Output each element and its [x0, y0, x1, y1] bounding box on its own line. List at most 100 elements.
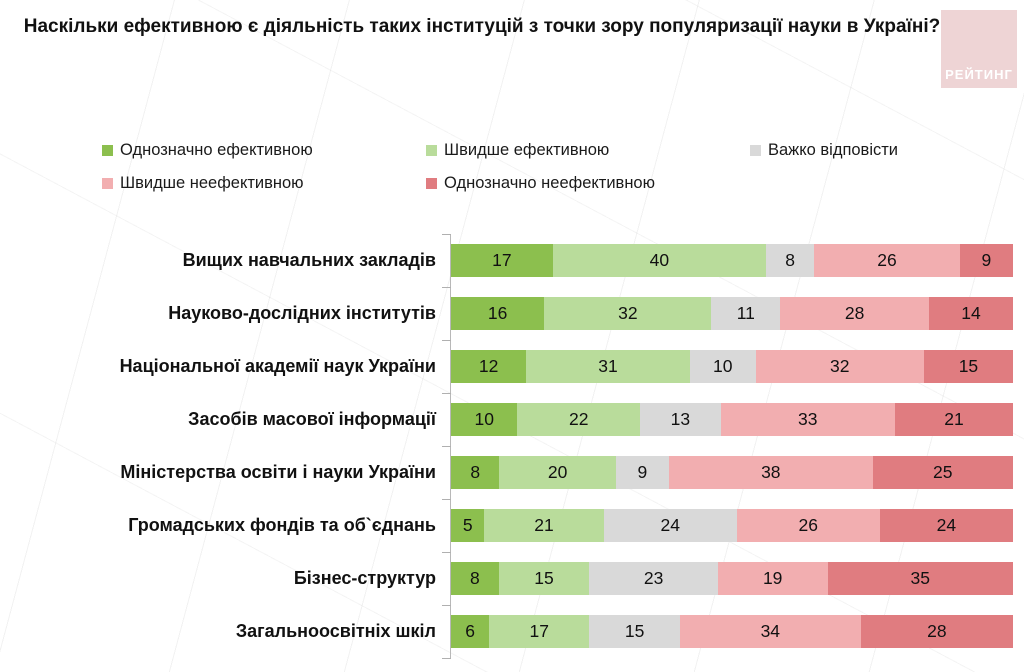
chart-row: Національної академії наук України 12 31 10… — [0, 340, 1014, 393]
chart-row: Громадських фондів та об`єднань 5 21 24 26 24 — [0, 499, 1014, 552]
chart-row: Загальноосвітніх шкіл 6 17 15 34 28 — [0, 605, 1013, 658]
chart-row: Засобів масової інформації 10 22 13 33 21 — [0, 393, 1013, 446]
stacked-bar: 16 32 11 28 14 — [451, 297, 1013, 330]
bar-segment: 11 — [711, 297, 781, 330]
segment-value: 10 — [712, 356, 733, 376]
bar-segment: 15 — [498, 562, 590, 595]
legend-item: Однозначно неефективною — [426, 174, 750, 193]
bar-segment: 25 — [872, 456, 1014, 489]
category-label: Бізнес-структур — [293, 568, 436, 588]
chart-row: Науково-дослідних інститутів 16 32 11 28 14 — [0, 287, 1013, 340]
legend-item: Швидше неефективною — [102, 174, 426, 193]
bar-segment: 23 — [589, 562, 718, 595]
segment-value: 17 — [529, 621, 549, 641]
category-label: Науково-дослідних інститутів — [168, 303, 436, 323]
axis-tick — [442, 339, 451, 341]
bar-segment: 22 — [517, 403, 641, 436]
category-label: Загальноосвітніх шкіл — [235, 621, 436, 641]
bar-segment: 34 — [679, 615, 861, 648]
bar-segment: 28 — [860, 615, 1013, 648]
legend-swatch — [426, 178, 437, 189]
stacked-bar: 12 31 10 32 15 — [451, 350, 1014, 383]
segment-value: 31 — [598, 356, 618, 376]
segment-value: 11 — [736, 303, 755, 323]
legend-label: Однозначно неефективною — [444, 174, 655, 192]
category-label: Вищих навчальних закладів — [182, 250, 436, 270]
bar-segment: 19 — [717, 562, 828, 595]
bar-segment: 8 — [765, 244, 815, 277]
axis-tick — [442, 657, 451, 659]
bar-segment: 12 — [451, 350, 527, 383]
bar-segment: 26 — [814, 244, 960, 277]
segment-value: 23 — [643, 568, 664, 588]
segment-value: 8 — [469, 568, 480, 588]
legend-label: Швидше неефективною — [120, 174, 304, 192]
axis-tick — [442, 233, 451, 235]
rating-logo: РЕЙТИНГ — [941, 10, 1017, 88]
segment-value: 22 — [569, 409, 589, 429]
segment-value: 10 — [474, 409, 494, 429]
bar-segment: 10 — [689, 350, 756, 383]
stacked-bar: 17 40 8 26 9 — [451, 244, 1014, 277]
category-label: Громадських фондів та об`єднань — [128, 515, 436, 535]
bar-segment: 10 — [451, 403, 518, 436]
legend-swatch — [426, 145, 437, 156]
axis-tick — [442, 604, 451, 606]
legend-swatch — [750, 145, 761, 156]
axis-tick — [442, 445, 451, 447]
segment-value: 40 — [649, 250, 670, 270]
segment-value: 19 — [762, 568, 783, 588]
segment-value: 12 — [478, 356, 499, 376]
bar-segment: 24 — [879, 509, 1014, 542]
bar-segment: 17 — [451, 244, 553, 277]
segment-value: 32 — [618, 303, 638, 323]
rating-logo-text: РЕЙТИНГ — [945, 67, 1013, 82]
segment-value: 26 — [877, 250, 897, 270]
bar-segment: 24 — [603, 509, 737, 542]
legend-label: Однозначно ефективною — [120, 141, 313, 159]
bar-segment: 17 — [489, 615, 590, 648]
segment-value: 13 — [670, 409, 691, 429]
stacked-bar: 6 17 15 34 28 — [451, 615, 1013, 648]
chart-title: Наскільки ефективною є діяльність таких … — [23, 16, 941, 37]
bar-segment: 35 — [827, 562, 1013, 595]
bar-segment: 21 — [484, 509, 604, 542]
segment-value: 6 — [465, 621, 475, 641]
segment-value: 9 — [981, 250, 992, 270]
segment-value: 35 — [910, 568, 930, 588]
segment-value: 34 — [760, 621, 781, 641]
category-label: Національної академії наук України — [119, 356, 436, 376]
bar-segment: 6 — [451, 615, 490, 648]
category-label: Засобів масової інформації — [188, 409, 436, 429]
legend-label: Важко відповісти — [768, 141, 899, 159]
segment-value: 28 — [844, 303, 865, 323]
bar-segment: 8 — [451, 562, 499, 595]
bar-segment: 16 — [451, 297, 545, 330]
legend-swatch — [102, 145, 113, 156]
bar-segment: 21 — [894, 403, 1013, 436]
legend-item: Важко відповісти — [750, 141, 982, 160]
chart-row: Бізнес-структур 8 15 23 19 35 — [0, 552, 1013, 605]
bar-segment: 38 — [669, 456, 873, 489]
axis-tick — [442, 498, 451, 500]
bar-segment: 20 — [499, 456, 616, 489]
bar-segment: 14 — [928, 297, 1013, 330]
segment-value: 9 — [637, 462, 648, 482]
segment-value: 5 — [462, 515, 473, 535]
bar-segment: 5 — [451, 509, 485, 542]
stacked-bar: 8 15 23 19 35 — [451, 562, 1013, 595]
chart-row: Міністерства освіти і науки України 8 20 9 3… — [0, 446, 1014, 499]
legend-label: Швидше ефективною — [444, 141, 610, 159]
axis-tick — [442, 286, 451, 288]
stacked-bar: 10 22 13 33 21 — [451, 403, 1013, 436]
bar-segment: 15 — [923, 350, 1014, 383]
segment-value: 21 — [944, 409, 964, 429]
bar-segment: 32 — [544, 297, 712, 330]
segment-value: 8 — [470, 462, 481, 482]
axis-tick — [442, 392, 451, 394]
bar-segment: 40 — [552, 244, 766, 277]
segment-value: 25 — [933, 462, 953, 482]
segment-value: 8 — [785, 250, 795, 270]
bar-segment: 28 — [780, 297, 929, 330]
